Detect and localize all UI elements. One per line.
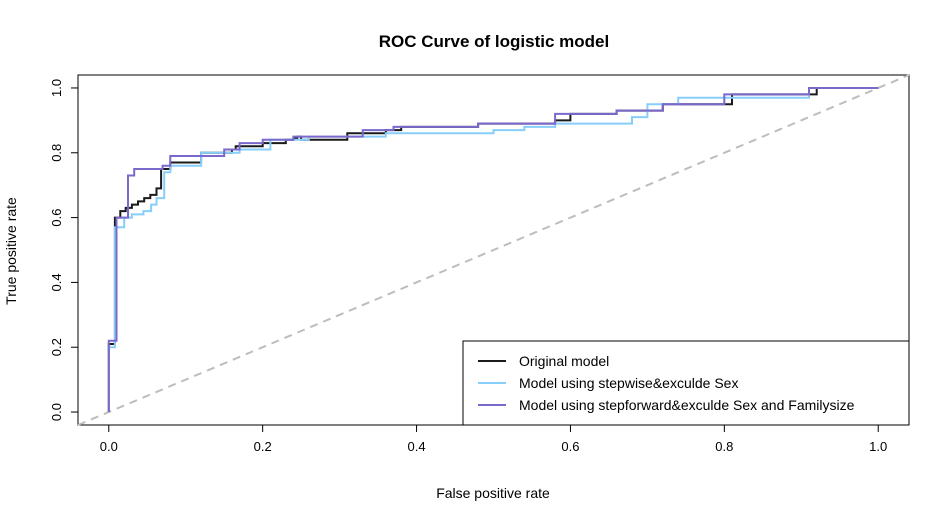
legend: Original model Model using stepwise&excu… [462,340,910,426]
y-tick-label: 0.2 [49,338,64,356]
legend-box [462,340,910,426]
x-tick-label: 0.2 [254,439,272,454]
legend-entry-stepwise: Model using stepwise&exculde Sex [519,375,738,391]
y-tick-label: 0.8 [49,144,64,162]
chart-title: ROC Curve of logistic model [379,32,609,51]
legend-entry-original: Original model [519,353,609,369]
legend-entry-stepforward: Model using stepforward&exculde Sex and … [519,397,855,413]
y-axis: 0.0 0.2 0.4 0.6 0.8 1.0 [49,79,79,421]
y-axis-label: True positive rate [3,197,19,305]
y-tick-label: 0.6 [49,209,64,227]
series-line-2 [107,87,879,412]
x-axis: 0.0 0.2 0.4 0.6 0.8 1.0 [100,424,887,454]
y-tick-label: 0.0 [49,403,64,421]
x-tick-label: 0.4 [408,439,426,454]
reference-diagonal-line [77,74,910,426]
y-tick-label: 0.4 [49,273,64,291]
x-tick-label: 0.6 [561,439,579,454]
x-tick-label: 0.8 [715,439,733,454]
y-tick-label: 1.0 [49,79,64,97]
x-tick-label: 1.0 [869,439,887,454]
x-tick-label: 0.0 [100,439,118,454]
x-axis-label: False positive rate [436,485,550,501]
